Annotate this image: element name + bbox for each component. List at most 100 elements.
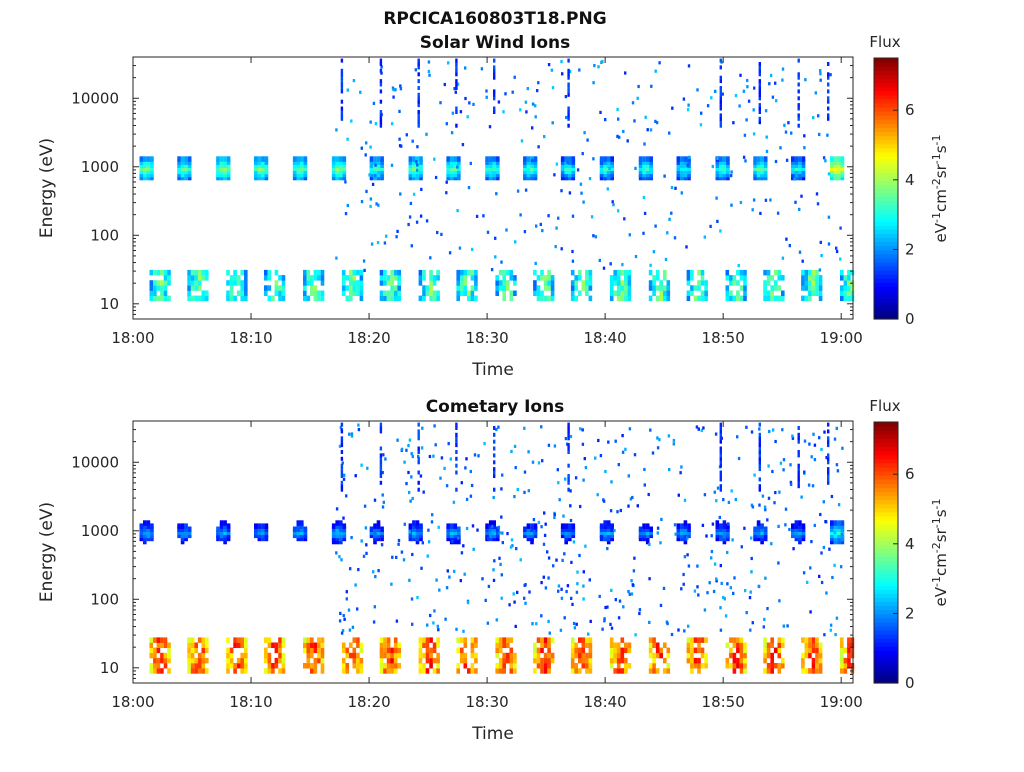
heatmap-cell: [352, 657, 357, 664]
heatmap-cell: [447, 442, 450, 446]
colorbar-swatch: [874, 511, 898, 517]
heatmap-cell: [837, 156, 841, 162]
heatmap-cell: [236, 642, 241, 648]
heatmap-cell: [490, 268, 494, 272]
heatmap-cell: [313, 285, 318, 291]
y-tick-label: 10: [100, 659, 119, 677]
heatmap-cell: [606, 532, 611, 539]
heatmap-cell: [756, 529, 761, 535]
heatmap-cell: [606, 605, 609, 609]
heatmap-cell: [244, 663, 248, 669]
heatmap-cell: [710, 534, 713, 538]
heatmap-cell: [313, 657, 318, 664]
heatmap-cell: [770, 542, 773, 546]
heatmap-cell: [417, 92, 420, 97]
heatmap-cell: [797, 82, 800, 87]
heatmap-cell: [766, 652, 771, 659]
heatmap-cell: [219, 156, 224, 162]
heatmap-cell: [201, 637, 206, 643]
heatmap-cell: [680, 529, 684, 535]
heatmap-cell: [797, 432, 800, 437]
heatmap-cell: [264, 532, 269, 539]
heatmap-cell: [540, 425, 543, 429]
heatmap-cell: [379, 668, 384, 674]
heatmap-cell: [446, 171, 450, 178]
heatmap-cell: [779, 146, 782, 150]
heatmap-cell: [697, 593, 700, 597]
heatmap-cell: [412, 156, 416, 162]
heatmap-cell: [648, 620, 651, 624]
heatmap-cell: [599, 162, 604, 168]
heatmap-cell: [840, 532, 844, 536]
heatmap-cell: [163, 280, 168, 286]
colorbar-frame: [873, 421, 899, 684]
heatmap-cell: [693, 589, 697, 593]
colorbar-swatch: [874, 499, 898, 505]
heatmap-cell: [223, 174, 227, 181]
heatmap-cell: [429, 657, 433, 664]
heatmap-cell: [344, 212, 348, 216]
heatmap-cell: [630, 592, 634, 596]
heatmap-cell: [585, 290, 589, 296]
heatmap-cell: [606, 174, 611, 181]
heatmap-cell: [493, 426, 496, 430]
heatmap-cell: [652, 642, 656, 648]
heatmap-cell: [310, 637, 314, 643]
heatmap-cell: [446, 529, 450, 535]
heatmap-cell: [264, 529, 269, 535]
heatmap-cell: [419, 159, 423, 165]
heatmap-cell: [819, 512, 822, 517]
heatmap-cell: [362, 259, 366, 263]
heatmap-cell: [429, 647, 433, 654]
heatmap-cell: [750, 503, 754, 507]
heatmap-cell: [493, 460, 496, 465]
heatmap-cell: [187, 280, 191, 286]
heatmap-cell: [349, 567, 352, 571]
heatmap-cell: [737, 264, 740, 268]
heatmap-cell: [560, 162, 565, 168]
heatmap-cell: [797, 123, 800, 128]
heatmap-cell: [374, 575, 377, 579]
heatmap-cell: [417, 116, 420, 121]
heatmap-cell: [656, 531, 659, 535]
heatmap-cell: [568, 191, 572, 195]
heatmap-cell: [530, 523, 534, 529]
heatmap-cell: [533, 171, 538, 178]
heatmap-cell: [706, 104, 710, 108]
heatmap-cell: [798, 532, 802, 539]
heatmap-cell: [257, 168, 262, 175]
heatmap-cell: [381, 493, 384, 497]
heatmap-cell: [506, 637, 510, 643]
heatmap-cell: [570, 269, 575, 276]
heatmap-cell: [758, 422, 761, 427]
heatmap-cell: [811, 642, 816, 648]
heatmap-cell: [802, 571, 806, 575]
heatmap-cell: [816, 202, 820, 206]
heatmap-cell: [439, 476, 442, 480]
heatmap-cell: [581, 637, 586, 643]
heatmap-cell: [264, 174, 269, 181]
colorbar-swatch: [874, 470, 898, 476]
heatmap-cell: [560, 526, 565, 532]
heatmap-cell: [526, 165, 531, 171]
heatmap-cell: [628, 592, 631, 596]
heatmap-cell: [758, 443, 761, 448]
heatmap-cell: [342, 526, 347, 532]
heatmap-cell: [567, 480, 570, 485]
heatmap-cell: [180, 171, 185, 178]
heatmap-cell: [306, 647, 311, 654]
heatmap-cell: [740, 545, 743, 549]
heatmap-cell: [638, 608, 642, 612]
heatmap-cell: [674, 532, 677, 536]
heatmap-cell: [827, 113, 830, 118]
heatmap-cell: [685, 245, 688, 249]
heatmap-cell: [292, 529, 297, 535]
heatmap-cell: [339, 526, 343, 532]
heatmap-cell: [642, 529, 646, 535]
heatmap-cell: [690, 663, 694, 669]
heatmap-cell: [770, 285, 774, 291]
heatmap-cell: [831, 575, 834, 580]
heatmap-cell: [833, 538, 838, 545]
heatmap-cell: [648, 637, 653, 643]
heatmap-cell: [509, 657, 514, 664]
